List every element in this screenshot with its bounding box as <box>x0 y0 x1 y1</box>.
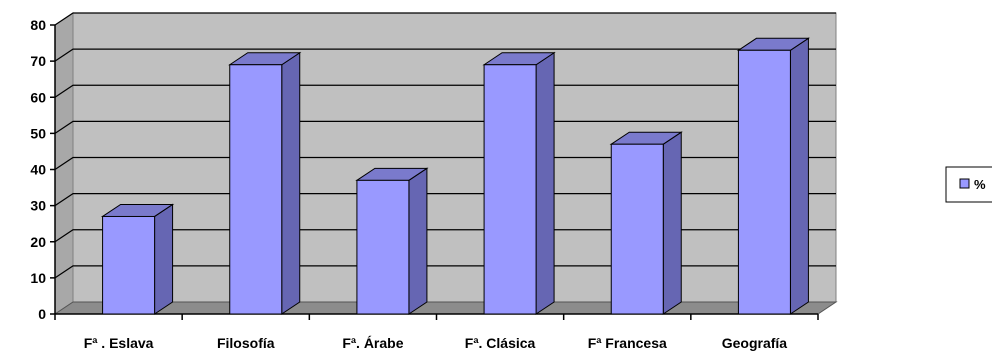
floor <box>53 301 838 315</box>
y-tick-label: 30 <box>30 198 46 214</box>
bar-side <box>789 37 809 315</box>
bars <box>100 37 811 315</box>
gridlines <box>54 12 836 279</box>
y-tick-label: 70 <box>30 53 46 69</box>
x-axis-labels: Fª . Eslava Filosofía Fª. Árabe Fª. Clásica… <box>54 314 819 351</box>
y-tick-label: 80 <box>30 17 46 33</box>
bar-side <box>281 51 301 315</box>
bar <box>228 51 302 315</box>
bar-side <box>408 167 428 315</box>
bar-side <box>154 203 174 315</box>
gridline <box>54 84 836 98</box>
gridline <box>54 193 836 207</box>
gridline <box>54 120 836 134</box>
bar-front <box>356 179 410 315</box>
gridline <box>54 265 836 279</box>
gridline <box>54 156 836 170</box>
bar <box>100 203 175 315</box>
bar <box>609 131 683 315</box>
legend-swatch <box>959 178 970 189</box>
y-tick-label: 60 <box>30 89 46 105</box>
legend: % <box>945 166 992 203</box>
y-tick-label: 10 <box>30 270 46 286</box>
bar <box>355 167 429 315</box>
x-tick-label: Filosofía <box>217 335 275 351</box>
bar-front <box>610 143 664 315</box>
bar-side <box>535 51 555 315</box>
x-tick-label: Fª. Árabe <box>342 335 403 351</box>
bar <box>736 37 811 315</box>
chart-floor <box>53 301 838 315</box>
x-tick-label: Fª Francesa <box>588 335 667 351</box>
legend-label: % <box>974 177 986 192</box>
bar-side <box>662 131 682 315</box>
x-tick-label: Geografía <box>722 335 788 351</box>
y-axis-ticks: 0 10 20 30 40 50 60 70 80 <box>30 17 55 322</box>
y-tick-label: 50 <box>30 125 46 141</box>
bar-front <box>737 49 791 315</box>
gridline <box>54 229 836 243</box>
gridline <box>54 12 836 26</box>
bar-front <box>483 64 537 315</box>
y-tick-label: 0 <box>38 306 46 322</box>
y-tick-label: 40 <box>30 162 46 178</box>
bar-front <box>102 215 156 315</box>
x-tick-label: Fª . Eslava <box>84 335 154 351</box>
gridline <box>54 48 836 62</box>
bar-front <box>229 64 283 315</box>
bar <box>482 51 556 315</box>
x-tick-label: Fª. Clásica <box>465 335 536 351</box>
y-tick-label: 20 <box>30 234 46 250</box>
